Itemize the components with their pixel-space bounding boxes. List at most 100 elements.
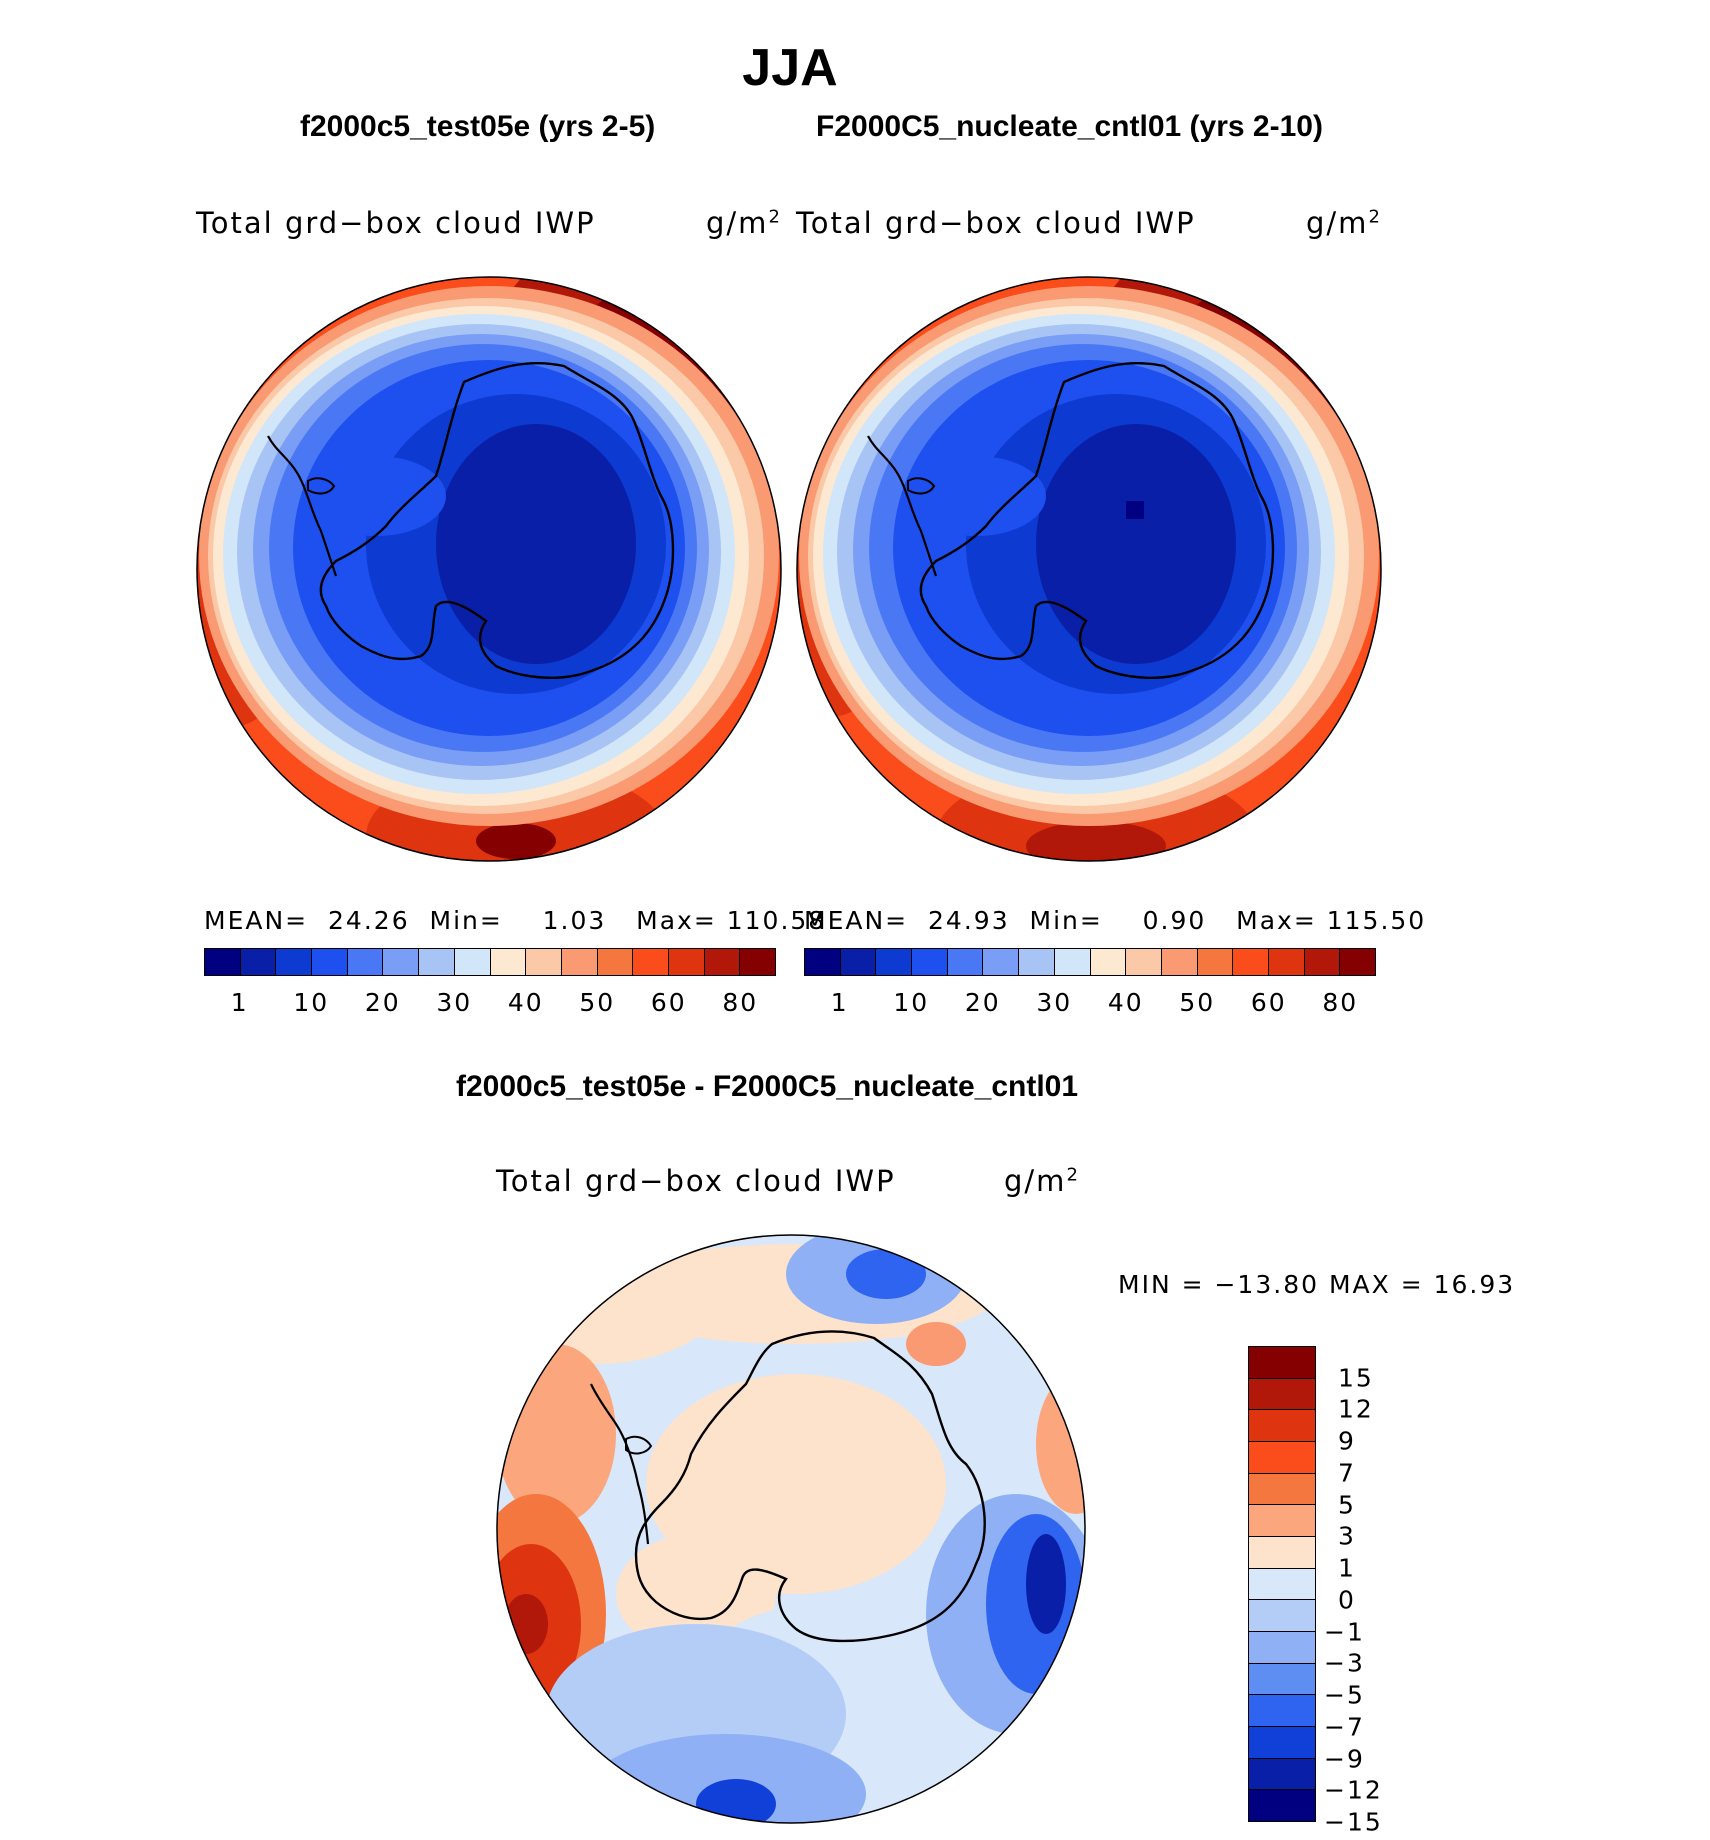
colorbar-swatch — [668, 949, 705, 975]
diff-variable-label: Total grd−box cloud IWP — [496, 1164, 896, 1198]
colorbar-tick-label: 10 — [893, 988, 930, 1017]
colorbar-tick-label: −15 — [1324, 1807, 1383, 1837]
colorbar-swatch — [1304, 949, 1341, 975]
colorbar-tick-label: 7 — [1338, 1458, 1356, 1488]
colorbar-swatch — [1249, 1600, 1315, 1633]
colorbar-swatch — [561, 949, 598, 975]
colorbar-swatch — [1249, 1632, 1315, 1664]
colorbar-tick-label: 20 — [964, 988, 1001, 1017]
colorbar-swatch — [1249, 1442, 1315, 1474]
colorbar-swatch — [1249, 1758, 1315, 1791]
colorbar-swatch — [840, 949, 877, 975]
colorbar-tick-label: 60 — [1250, 988, 1287, 1017]
colorbar-swatch — [805, 949, 841, 975]
colorbar-swatch — [1161, 949, 1198, 975]
left-max-value: 110.58 — [726, 906, 827, 935]
colorbar-swatch — [633, 949, 669, 975]
colorbar-swatch — [347, 949, 384, 975]
colorbar-swatch — [1249, 1727, 1315, 1759]
colorbar-tick-label: 40 — [507, 988, 544, 1017]
colorbar-tick-label: 30 — [1036, 988, 1073, 1017]
diff-colorbar — [1248, 1346, 1316, 1822]
colorbar-tick-label: 0 — [1338, 1585, 1356, 1615]
colorbar-tick-label: 15 — [1338, 1363, 1374, 1393]
colorbar-swatch — [1197, 949, 1234, 975]
left-variable-label: Total grd−box cloud IWP — [196, 206, 596, 240]
colorbar-tick-label: 12 — [1338, 1394, 1374, 1424]
colorbar-swatch — [1249, 1695, 1315, 1728]
colorbar-swatch — [1249, 1505, 1315, 1538]
colorbar-tick-label: 50 — [1179, 988, 1216, 1017]
right-panel-title: F2000C5_nucleate_cntl01 (yrs 2-10) — [816, 110, 1323, 143]
right-mean-value: 24.93 — [928, 906, 1010, 935]
colorbar-tick-label: 1 — [830, 988, 849, 1017]
left-panel-title: f2000c5_test05e (yrs 2-5) — [300, 110, 656, 143]
colorbar-tick-label: 50 — [579, 988, 616, 1017]
colorbar-swatch — [419, 949, 455, 975]
right-colorbar — [804, 948, 1376, 976]
colorbar-swatch — [205, 949, 241, 975]
colorbar-tick-label: 1 — [1338, 1553, 1356, 1583]
colorbar-swatch — [1090, 949, 1127, 975]
colorbar-swatch — [1233, 949, 1269, 975]
colorbar-swatch — [1054, 949, 1091, 975]
right-unit-label: g/m2 — [1306, 206, 1382, 240]
colorbar-tick-label: 1 — [230, 988, 249, 1017]
colorbar-swatch — [1249, 1473, 1315, 1506]
colorbar-tick-label: 5 — [1338, 1490, 1356, 1520]
right-variable-label: Total grd−box cloud IWP — [796, 206, 1196, 240]
colorbar-swatch — [740, 949, 775, 975]
left-colorbar — [204, 948, 776, 976]
colorbar-swatch — [983, 949, 1020, 975]
colorbar-tick-label: 20 — [364, 988, 401, 1017]
right-polar-map — [796, 276, 1382, 862]
left-polar-map — [196, 276, 782, 862]
colorbar-tick-label: −7 — [1324, 1712, 1365, 1742]
colorbar-swatch — [876, 949, 913, 975]
left-min-value: 1.03 — [542, 906, 607, 935]
colorbar-swatch — [490, 949, 527, 975]
colorbar-swatch — [1249, 1790, 1315, 1822]
colorbar-swatch — [1249, 1378, 1315, 1411]
left-unit-label: g/m2 — [706, 206, 782, 240]
colorbar-swatch — [276, 949, 313, 975]
colorbar-tick-label: −1 — [1324, 1617, 1365, 1647]
colorbar-swatch — [1249, 1537, 1315, 1569]
colorbar-tick-label: −9 — [1324, 1744, 1365, 1774]
colorbar-tick-label: 10 — [293, 988, 330, 1017]
colorbar-swatch — [383, 949, 420, 975]
colorbar-tick-label: 9 — [1338, 1426, 1356, 1456]
colorbar-tick-label: 80 — [1322, 988, 1359, 1017]
colorbar-swatch — [240, 949, 277, 975]
colorbar-tick-label: 40 — [1107, 988, 1144, 1017]
figure-title: JJA — [742, 39, 838, 97]
diff-colorbar-ticks: 15 12 9 7 5 3 1 0 −1 −3 −5 −7 −9 −12 −15 — [1324, 1346, 1450, 1836]
colorbar-swatch — [947, 949, 984, 975]
colorbar-tick-label: 60 — [650, 988, 687, 1017]
colorbar-swatch — [526, 949, 562, 975]
colorbar-swatch — [1249, 1663, 1315, 1696]
colorbar-swatch — [1249, 1410, 1315, 1443]
colorbar-tick-label: 30 — [436, 988, 473, 1017]
colorbar-swatch — [1019, 949, 1055, 975]
colorbar-tick-label: −3 — [1324, 1648, 1365, 1678]
right-max-value: 115.50 — [1326, 906, 1427, 935]
right-min-value: 0.90 — [1142, 906, 1207, 935]
colorbar-swatch — [912, 949, 948, 975]
diff-minmax: MIN = −13.80 MAX = 16.93 — [1118, 1270, 1516, 1299]
left-colorbar-ticks: 1 10 20 30 40 50 60 80 — [204, 988, 776, 1022]
colorbar-swatch — [1126, 949, 1162, 975]
colorbar-swatch — [454, 949, 491, 975]
colorbar-swatch — [1249, 1568, 1315, 1601]
colorbar-swatch — [1340, 949, 1375, 975]
colorbar-tick-label: 80 — [722, 988, 759, 1017]
colorbar-swatch — [704, 949, 741, 975]
colorbar-swatch — [1268, 949, 1305, 975]
colorbar-tick-label: −5 — [1324, 1680, 1365, 1710]
right-colorbar-ticks: 1 10 20 30 40 50 60 80 — [804, 988, 1376, 1022]
left-mean-value: 24.26 — [328, 906, 410, 935]
left-stats: MEAN= 24.26 Min= 1.03 Max= 110.58 — [204, 906, 827, 935]
colorbar-swatch — [312, 949, 348, 975]
colorbar-tick-label: −12 — [1324, 1775, 1383, 1805]
diff-polar-map — [496, 1234, 1086, 1824]
